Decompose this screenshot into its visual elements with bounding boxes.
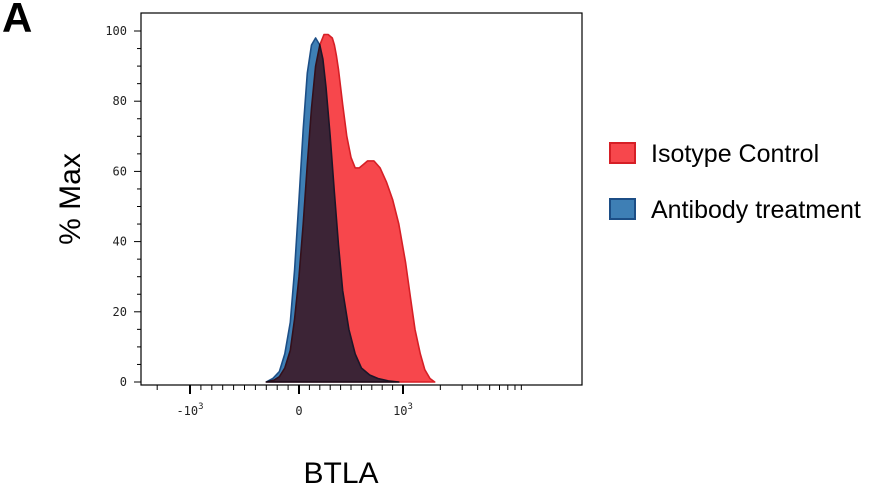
series-layer	[265, 33, 436, 383]
y-tick-label: 80	[113, 94, 127, 108]
x-axis-title: BTLA	[303, 457, 378, 487]
legend-swatch	[609, 142, 636, 164]
y-tick-label: 100	[105, 24, 127, 38]
x-tick-label: 0	[295, 404, 302, 418]
y-tick-label: 20	[113, 305, 127, 319]
y-tick-label: 40	[113, 235, 127, 249]
y-tick-label: 0	[120, 375, 127, 389]
y-axis-title: % Max	[54, 153, 87, 245]
y-tick-label: 60	[113, 164, 127, 178]
legend: Isotype Control Antibody treatment	[609, 140, 861, 224]
y-axis: 0 20 40 60 80 100	[105, 24, 141, 389]
x-tick-label: -103	[176, 402, 203, 418]
x-tick-label: 103	[393, 402, 413, 418]
legend-swatch	[609, 198, 636, 220]
panel-label: A	[2, 0, 33, 41]
series-antibody-treatment	[265, 37, 400, 383]
legend-label: Antibody treatment	[651, 196, 861, 224]
x-axis: -103 0 103	[156, 385, 522, 418]
legend-label: Isotype Control	[651, 140, 819, 168]
